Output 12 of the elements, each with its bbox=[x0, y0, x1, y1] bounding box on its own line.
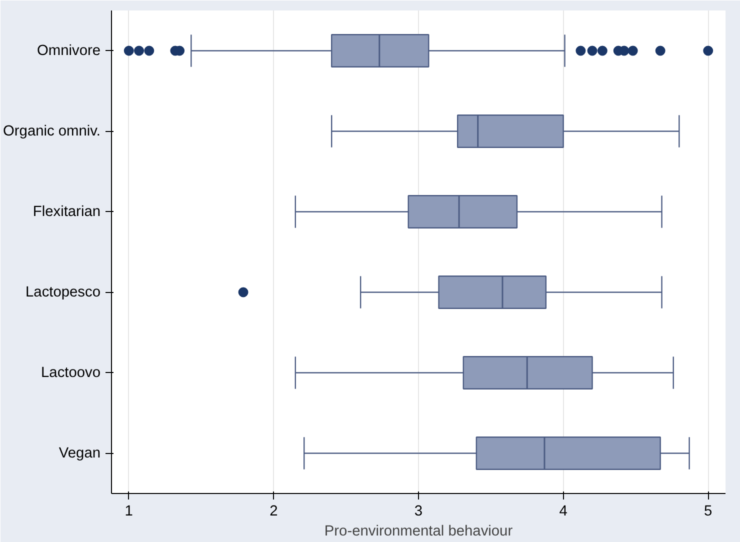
x-tick-label: 3 bbox=[414, 504, 423, 520]
y-tick-label: Vegan bbox=[58, 445, 101, 462]
x-tick-label: 1 bbox=[124, 504, 133, 520]
x-tick-label: 2 bbox=[270, 504, 278, 520]
x-tick-label: 4 bbox=[559, 504, 568, 520]
y-tick-label: Omnivore bbox=[36, 42, 101, 59]
y-tick-label: Flexitarian bbox=[32, 204, 101, 220]
y-tick-label: Lactopesco bbox=[26, 284, 101, 300]
x-tick-label: 5 bbox=[704, 504, 712, 520]
y-tick-label: Lactoovo bbox=[41, 364, 100, 381]
x-axis-title: Pro-environmental behaviour bbox=[324, 524, 513, 540]
y-tick-label: Organic omniv. bbox=[3, 123, 101, 140]
